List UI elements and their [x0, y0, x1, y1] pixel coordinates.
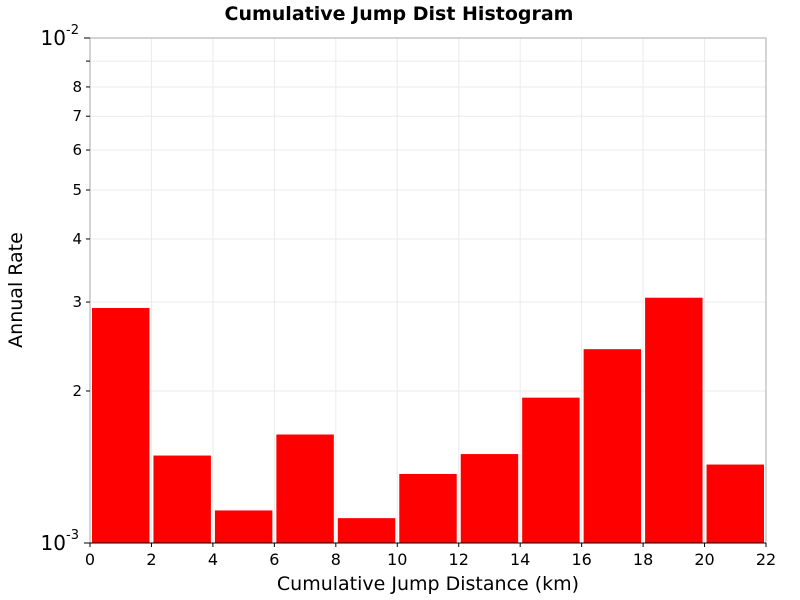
x-tick-label: 0 [85, 550, 95, 569]
y-axis-label: Annual Rate [5, 232, 27, 348]
x-tick-label: 16 [571, 550, 591, 569]
x-tick-label: 22 [756, 550, 776, 569]
x-tick-label: 20 [694, 550, 714, 569]
y-tick-label: 7 [72, 107, 82, 125]
x-tick-label: 12 [449, 550, 469, 569]
histogram-bar [337, 518, 396, 543]
y-decade-label: 10 [41, 531, 66, 555]
histogram-bar [214, 510, 273, 543]
y-tick-label: 6 [72, 141, 82, 159]
y-tick-label: 5 [72, 181, 82, 199]
x-tick-label: 6 [269, 550, 279, 569]
x-tick-label: 4 [208, 550, 218, 569]
histogram-bar [153, 455, 211, 543]
x-tick-label: 10 [387, 550, 407, 569]
x-tick-label: 14 [510, 550, 530, 569]
grid-lines [89, 38, 767, 543]
histogram-bar [706, 464, 764, 543]
y-decade-label: 10 [41, 26, 66, 50]
histogram-bar [645, 297, 703, 543]
x-tick-label: 8 [331, 550, 341, 569]
x-axis-ticks: 0 2 4 6 8 10 12 14 16 18 20 22 [85, 543, 776, 569]
y-tick-label: 3 [72, 293, 82, 311]
x-axis-label: Cumulative Jump Distance (km) [277, 573, 579, 595]
y-tick-label: 4 [72, 230, 82, 248]
y-tick-label: 2 [72, 382, 82, 400]
histogram-bar [522, 397, 580, 543]
y-tick-label: 8 [72, 78, 82, 96]
histogram-bar [399, 473, 457, 543]
histogram-bar [276, 434, 334, 543]
x-tick-label: 18 [633, 550, 653, 569]
y-decade-exponent: -2 [66, 23, 79, 38]
histogram-bar [460, 454, 519, 543]
histogram-bar [92, 307, 150, 543]
y-decade-exponent: -3 [66, 528, 79, 543]
histogram-bar [583, 349, 642, 543]
x-tick-label: 2 [146, 550, 156, 569]
chart-title: Cumulative Jump Dist Histogram [225, 3, 574, 25]
bars [92, 297, 764, 543]
